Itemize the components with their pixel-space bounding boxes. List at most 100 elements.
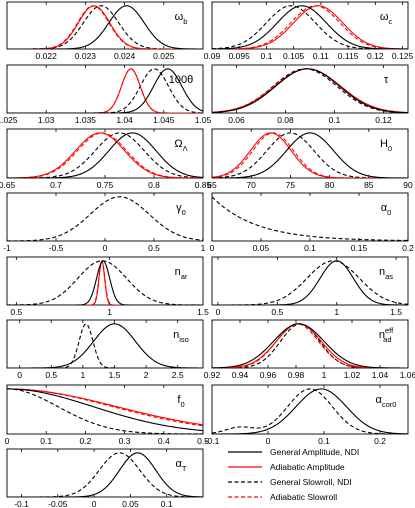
x-tick-label: 0.115 (338, 51, 359, 61)
x-tick-label: 0.025 (153, 51, 175, 61)
curve-gen-ndi (212, 132, 408, 178)
panel-11: 0.92 0.94 0.96 0.98 1 1.02 1.04 1.06 neff ad (204, 319, 415, 380)
param-label: neff ad (379, 326, 394, 344)
curve-gen-slow (7, 388, 203, 434)
param-label: γ0 (176, 202, 186, 217)
x-tick-label: 0 (266, 436, 271, 446)
curve-gen-ndi (212, 68, 408, 113)
x-tick-label: 1 (107, 307, 112, 317)
x-tick-label: 0.92 (204, 370, 221, 380)
panel-frame (211, 319, 409, 369)
x-tick-label: 1.025 (0, 115, 18, 125)
x-tick-label: 0 (5, 436, 10, 446)
x-tick-label: -0.1 (14, 499, 29, 508)
x-tick-label: 0.15 (351, 243, 368, 253)
param-label: nar (175, 266, 188, 281)
param-label: αcor0 (376, 394, 397, 409)
x-tick-label: 0.85 (195, 180, 212, 190)
x-tick-label: 0.2 (374, 436, 386, 446)
x-tick-label: 0.1 (318, 436, 330, 446)
x-tick-label: 1.02 (344, 370, 361, 380)
x-tick-label: 0.5 (197, 436, 209, 446)
x-tick-label: 0.1 (161, 499, 173, 508)
panel-5: 65 70 75 80 85 90 H0 (207, 128, 413, 190)
panel-frame (6, 192, 204, 242)
x-tick-label: 0.65 (0, 180, 16, 190)
panel-frame (211, 1, 409, 50)
panel-frame (6, 1, 204, 50)
x-tick-label: 0.8 (148, 180, 160, 190)
x-tick-label: 65 (207, 180, 217, 190)
panel-12: 0 0.1 0.2 0.3 0.4 0.5 f0 (5, 384, 209, 446)
x-tick-label: 0.5 (10, 307, 22, 317)
panel-4: 0.65 0.7 0.75 0.8 0.85 ΩΛ (0, 128, 212, 190)
x-tick-label: 0 (92, 499, 97, 508)
curve-gen-ndi (212, 323, 408, 368)
curve-gen-ndi (212, 260, 408, 305)
curve-gen-slow (7, 260, 203, 305)
x-tick-label: 0.2 (402, 243, 414, 253)
x-tick-label: 0.095 (229, 51, 251, 61)
param-label: ωb (175, 11, 188, 26)
legend-label: General Slowroll, NDI (270, 477, 352, 487)
curve-gen-ndi (7, 452, 203, 497)
x-tick-label: 0.12 (375, 115, 392, 125)
panel-2: 1.025 1.03 1.035 1.04 1.045 1.05 100θ (0, 64, 212, 125)
curve-gen-slow (212, 196, 408, 241)
curve-gen-ndi (7, 68, 203, 113)
x-tick-label: 1 (81, 370, 86, 380)
panel-frame (211, 256, 409, 306)
param-label: ΩΛ (174, 138, 187, 153)
curve-gen-slow (212, 388, 408, 434)
panel-3: 0.06 0.08 0.1 0.12 τ (211, 64, 409, 125)
param-label: ωc (380, 11, 393, 26)
x-tick-label: 0.11 (313, 51, 329, 61)
x-tick-label: -1 (3, 243, 11, 253)
x-tick-label: 1.03 (38, 115, 55, 125)
curve-gen-slow (7, 323, 203, 368)
x-tick-label: 0.023 (75, 51, 97, 61)
x-tick-label: 2.5 (172, 370, 184, 380)
panel-frame (6, 128, 204, 179)
x-tick-label: 0.94 (232, 370, 249, 380)
x-tick-label: 85 (364, 180, 374, 190)
legend-label: Adiabatic Slowroll (270, 492, 337, 502)
panel-frame (211, 384, 409, 435)
curve-adi-amp (7, 388, 203, 426)
x-tick-label: 0 (17, 370, 22, 380)
panel-frame (6, 384, 204, 435)
panel-frame (6, 448, 204, 498)
legend: General Amplitude, NDI Adiabatic Amplitud… (228, 447, 359, 502)
x-tick-label: 0.12 (367, 51, 384, 61)
x-tick-label: 1.06 (400, 370, 415, 380)
x-tick-label: 0.1 (40, 436, 52, 446)
curve-gen-ndi (7, 132, 203, 178)
x-tick-label: 90 (403, 180, 413, 190)
x-tick-label: 0 (216, 307, 221, 317)
x-tick-label: 0.05 (122, 499, 139, 508)
param-label: H0 (380, 138, 392, 153)
x-tick-label: 1 (201, 243, 206, 253)
x-tick-label: 1.05 (195, 115, 212, 125)
param-label: τ (384, 74, 389, 86)
x-tick-label: 1.04 (372, 370, 389, 380)
x-tick-label: -0.1 (205, 436, 220, 446)
param-label: niso (173, 329, 189, 344)
x-tick-label: 80 (325, 180, 335, 190)
x-tick-label: 1 (322, 370, 327, 380)
x-tick-label: 1.04 (116, 115, 133, 125)
x-tick-label: 1.045 (153, 115, 175, 125)
panel-6: -1 -0.5 0 0.5 1 γ0 (3, 192, 206, 253)
x-tick-label: 0.125 (392, 51, 414, 61)
x-tick-label: 70 (246, 180, 256, 190)
curve-gen-slow (7, 196, 203, 241)
panel-frame (211, 64, 409, 114)
x-tick-label: 0.98 (288, 370, 305, 380)
x-tick-label: 0.4 (158, 436, 170, 446)
x-tick-label: 0.1 (304, 243, 316, 253)
x-tick-label: 0.96 (260, 370, 277, 380)
x-tick-label: 0.05 (253, 243, 270, 253)
curve-gen-ndi (7, 260, 203, 305)
legend-label: General Amplitude, NDI (270, 447, 359, 457)
